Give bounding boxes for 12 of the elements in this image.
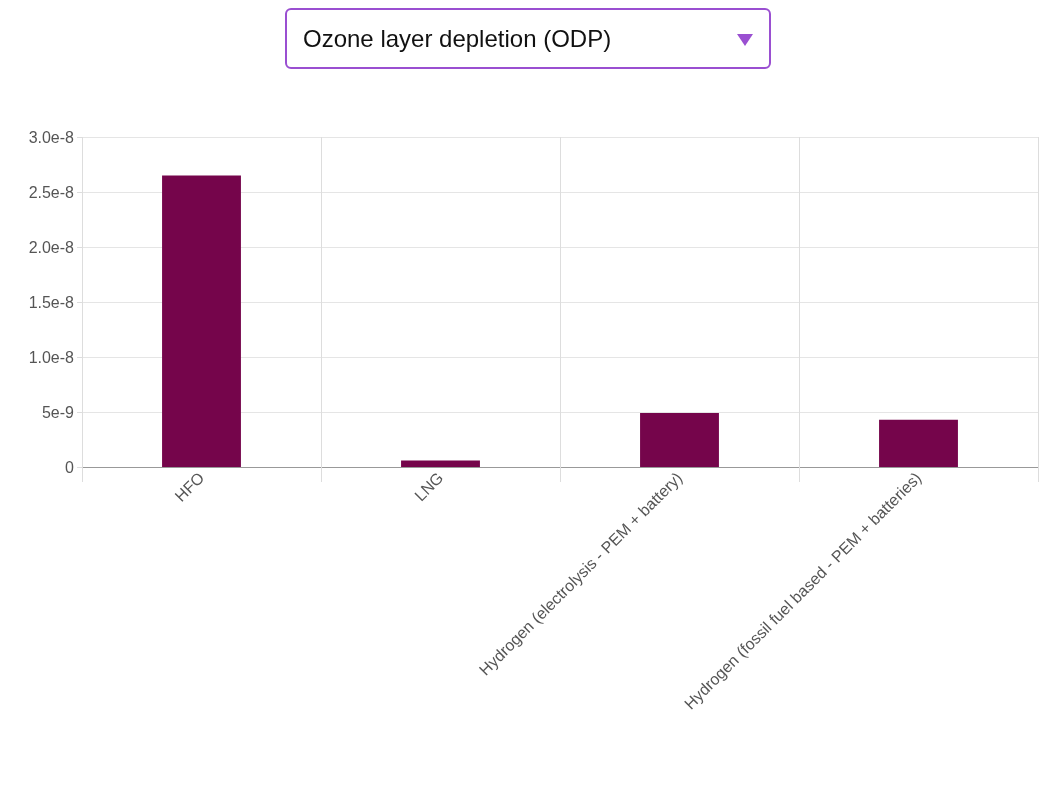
y-tick-label: 5e-9 — [41, 403, 75, 421]
y-tick-label: 1.0e-8 — [28, 348, 75, 366]
y-tick-label: 0 — [65, 458, 75, 476]
bar — [640, 413, 719, 467]
y-tick-label: 3.0e-8 — [28, 128, 75, 146]
bar — [162, 175, 241, 467]
bar — [401, 460, 480, 467]
y-tick-label: 2.0e-8 — [28, 238, 75, 256]
y-tick-label: 2.5e-8 — [28, 183, 75, 201]
bar — [879, 419, 958, 467]
y-tick-label: 1.5e-8 — [28, 293, 75, 311]
chart-title: Ozone layer depletion (ODP) — [303, 24, 612, 53]
